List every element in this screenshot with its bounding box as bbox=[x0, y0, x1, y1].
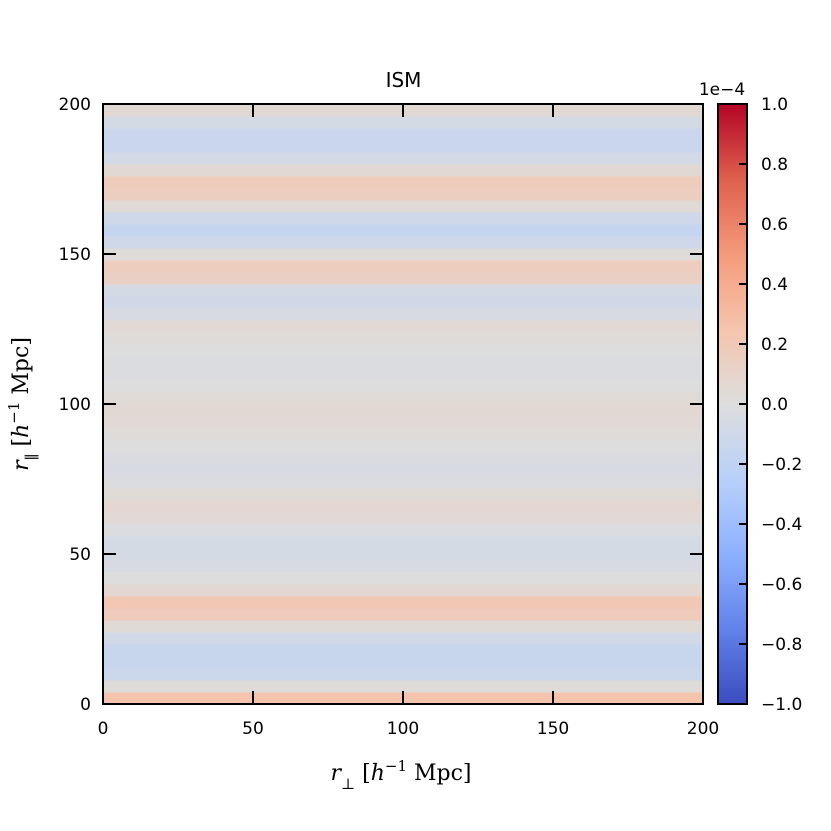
x-axis-label-rest: Mpc] bbox=[407, 761, 472, 786]
heatmap-cell bbox=[103, 343, 703, 357]
heatmap-cell bbox=[103, 631, 703, 645]
y-tick-label: 0 bbox=[80, 695, 91, 715]
y-axis-label: r∥ [h−1 Mpc] bbox=[5, 337, 41, 471]
colorbar: 1.0 0.8 0.6 0.4 0.2 0.0 −0.2 −0.4 −0.6 −0.8 −1.0 1… bbox=[699, 80, 802, 715]
heatmap-cell bbox=[103, 607, 703, 621]
heatmap-cell bbox=[103, 655, 703, 669]
heatmap-cell bbox=[103, 475, 703, 489]
y-axis-ticks: 0 50 100 150 200 bbox=[59, 95, 703, 715]
heatmap-cell bbox=[103, 247, 703, 261]
heatmap-cell bbox=[103, 391, 703, 405]
heatmap-cell bbox=[103, 151, 703, 165]
x-tick-label: 50 bbox=[242, 719, 264, 739]
heatmap-cell bbox=[103, 367, 703, 381]
colorbar-tick-label: 0.6 bbox=[761, 215, 788, 235]
x-tick-label: 200 bbox=[687, 719, 719, 739]
x-axis-label-open: [ bbox=[355, 761, 371, 786]
chart-title: ISM bbox=[386, 68, 422, 92]
colorbar-scale-label: 1e−4 bbox=[699, 80, 745, 100]
heatmap-cell bbox=[103, 331, 703, 345]
y-axis-label-sub: ∥ bbox=[23, 453, 41, 460]
heatmap-cell bbox=[103, 583, 703, 597]
x-axis-ticks: 0 50 100 150 200 bbox=[98, 104, 719, 739]
heatmap-cell bbox=[103, 127, 703, 141]
heatmap-cell bbox=[103, 163, 703, 177]
x-tick-label: 100 bbox=[387, 719, 419, 739]
heatmap-cells bbox=[103, 103, 703, 705]
colorbar-ticks: 1.0 0.8 0.6 0.4 0.2 0.0 −0.2 −0.4 −0.6 −0.8 −1.0 bbox=[739, 95, 802, 715]
heatmap-cell bbox=[103, 451, 703, 465]
x-axis-label-exp: −1 bbox=[385, 757, 407, 775]
heatmap-cell bbox=[103, 283, 703, 297]
colorbar-tick-label: −1.0 bbox=[761, 695, 802, 715]
x-tick-label: 0 bbox=[98, 719, 109, 739]
heatmap-cell bbox=[103, 379, 703, 393]
heatmap-cell bbox=[103, 679, 703, 693]
heatmap-cell bbox=[103, 199, 703, 213]
x-axis-label-sub: ⊥ bbox=[341, 775, 355, 793]
colorbar-tick-label: −0.4 bbox=[761, 515, 802, 535]
heatmap-cell bbox=[103, 187, 703, 201]
heatmap-cell bbox=[103, 175, 703, 189]
heatmap-cell bbox=[103, 271, 703, 285]
y-tick-label: 200 bbox=[59, 95, 91, 115]
heatmap-cell bbox=[103, 319, 703, 333]
heatmap-cell bbox=[103, 499, 703, 513]
y-tick-label: 50 bbox=[69, 545, 91, 565]
colorbar-tick-label: −0.8 bbox=[761, 635, 802, 655]
heatmap-cell bbox=[103, 595, 703, 609]
heatmap-cell bbox=[103, 223, 703, 237]
heatmap-cell bbox=[103, 403, 703, 417]
heatmap-cell bbox=[103, 619, 703, 633]
heatmap-cell bbox=[103, 139, 703, 153]
heatmap-cell bbox=[103, 535, 703, 549]
colorbar-tick-label: 0.2 bbox=[761, 335, 788, 355]
x-tick-label: 150 bbox=[537, 719, 569, 739]
heatmap-cell bbox=[103, 307, 703, 321]
heatmap-cell bbox=[103, 463, 703, 477]
heatmap-cell bbox=[103, 235, 703, 249]
heatmap-cell bbox=[103, 439, 703, 453]
heatmap-cell bbox=[103, 211, 703, 225]
heatmap-cell bbox=[103, 511, 703, 525]
heatmap-cell bbox=[103, 295, 703, 309]
colorbar-tick-label: 0.4 bbox=[761, 275, 788, 295]
heatmap-cell bbox=[103, 559, 703, 573]
colorbar-tick-label: −0.6 bbox=[761, 575, 802, 595]
heatmap-cell bbox=[103, 427, 703, 441]
heatmap-cell bbox=[103, 355, 703, 369]
heatmap-cell bbox=[103, 667, 703, 681]
y-axis-label-open: [ bbox=[9, 438, 34, 454]
colorbar-tick-label: 1.0 bbox=[761, 95, 788, 115]
heatmap-cell bbox=[103, 643, 703, 657]
x-axis-label-main: r bbox=[330, 761, 342, 786]
x-axis-label-h: h bbox=[371, 761, 385, 786]
heatmap-cell bbox=[103, 571, 703, 585]
heatmap-cell bbox=[103, 547, 703, 561]
y-axis-label-rest: Mpc] bbox=[9, 337, 34, 402]
heatmap-cell bbox=[103, 415, 703, 429]
heatmap-cell bbox=[103, 115, 703, 129]
y-tick-label: 150 bbox=[59, 245, 91, 265]
colorbar-tick-label: 0.0 bbox=[761, 395, 788, 415]
y-axis-label-exp: −1 bbox=[5, 402, 23, 424]
y-axis-label-h: h bbox=[9, 424, 34, 438]
heatmap-cell bbox=[103, 487, 703, 501]
x-axis-label: r⊥ [h−1 Mpc] bbox=[330, 757, 471, 793]
y-axis-label-main: r bbox=[9, 459, 34, 471]
colorbar-tick-label: −0.2 bbox=[761, 455, 802, 475]
heatmap-cell bbox=[103, 259, 703, 273]
heatmap-cell bbox=[103, 523, 703, 537]
y-tick-label: 100 bbox=[59, 395, 91, 415]
colorbar-tick-label: 0.8 bbox=[761, 155, 788, 175]
